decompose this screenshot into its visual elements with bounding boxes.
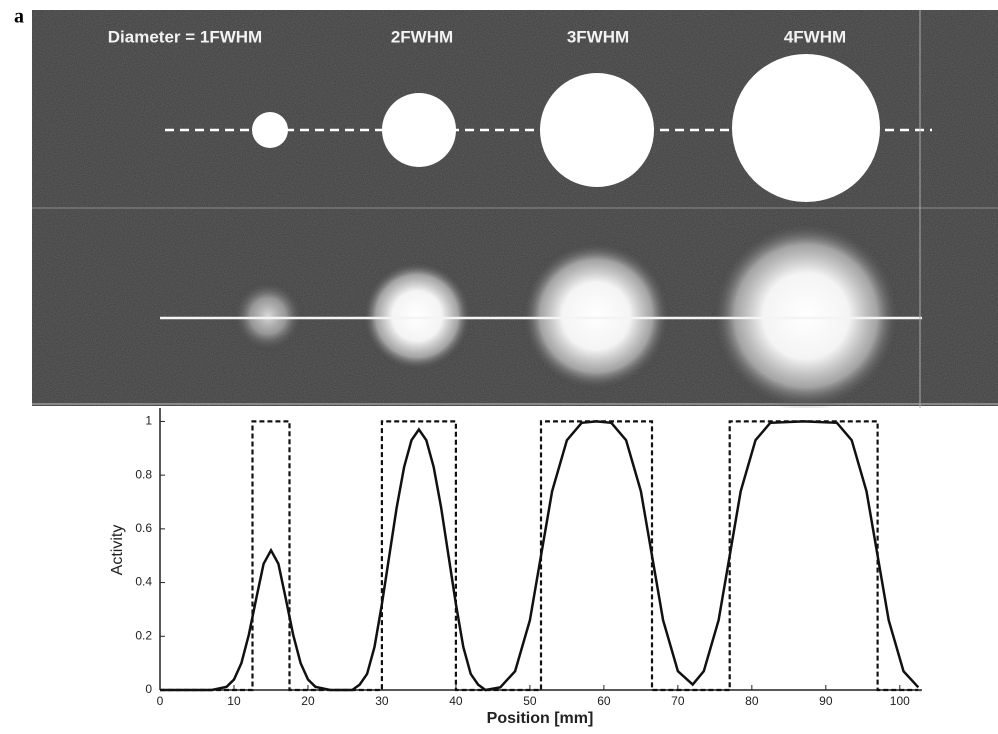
image-label: 4FWHM — [784, 27, 846, 46]
y-tick-label: 0.4 — [135, 575, 152, 589]
y-tick-label: 1 — [145, 414, 152, 428]
image-label: 3FWHM — [567, 27, 629, 46]
page: a Diameter = 1FWHM 2FWHM 3FWHM 4FWHM Pos… — [0, 0, 998, 734]
y-tick-label: 0.2 — [135, 628, 152, 642]
y-axis-label: Activity — [109, 525, 126, 576]
x-tick-label: 80 — [745, 694, 759, 708]
phantom-circle — [252, 112, 288, 148]
image-panels: Diameter = 1FWHM 2FWHM 3FWHM 4FWHM — [32, 10, 998, 411]
y-tick-label: 0.8 — [135, 467, 152, 481]
x-tick-label: 70 — [671, 694, 685, 708]
phantom-circle — [382, 93, 456, 167]
image-label: Diameter = 1FWHM — [108, 27, 262, 46]
blurred-circle — [232, 280, 304, 352]
x-axis-label: Position [mm] — [487, 710, 594, 727]
x-tick-label: 60 — [597, 694, 611, 708]
x-tick-label: 20 — [301, 694, 315, 708]
x-tick-label: 30 — [375, 694, 389, 708]
x-tick-label: 10 — [227, 694, 241, 708]
x-tick-label: 50 — [523, 694, 537, 708]
y-tick-label: 0.6 — [135, 521, 152, 535]
figure: a Diameter = 1FWHM 2FWHM 3FWHM 4FWHM Pos… — [0, 0, 998, 734]
image-label: 2FWHM — [391, 27, 453, 46]
phantom-circle — [540, 73, 654, 187]
figure-label: a — [14, 6, 24, 28]
blurred-circle — [362, 261, 472, 371]
y-tick-label: 0 — [145, 682, 152, 696]
blurred-circle — [521, 241, 671, 391]
x-tick-label: 90 — [819, 694, 833, 708]
x-tick-label: 0 — [157, 694, 164, 708]
x-tick-label: 100 — [890, 694, 910, 708]
blurred-circle — [711, 221, 901, 411]
phantom-circle — [732, 54, 880, 202]
x-tick-label: 40 — [449, 694, 463, 708]
